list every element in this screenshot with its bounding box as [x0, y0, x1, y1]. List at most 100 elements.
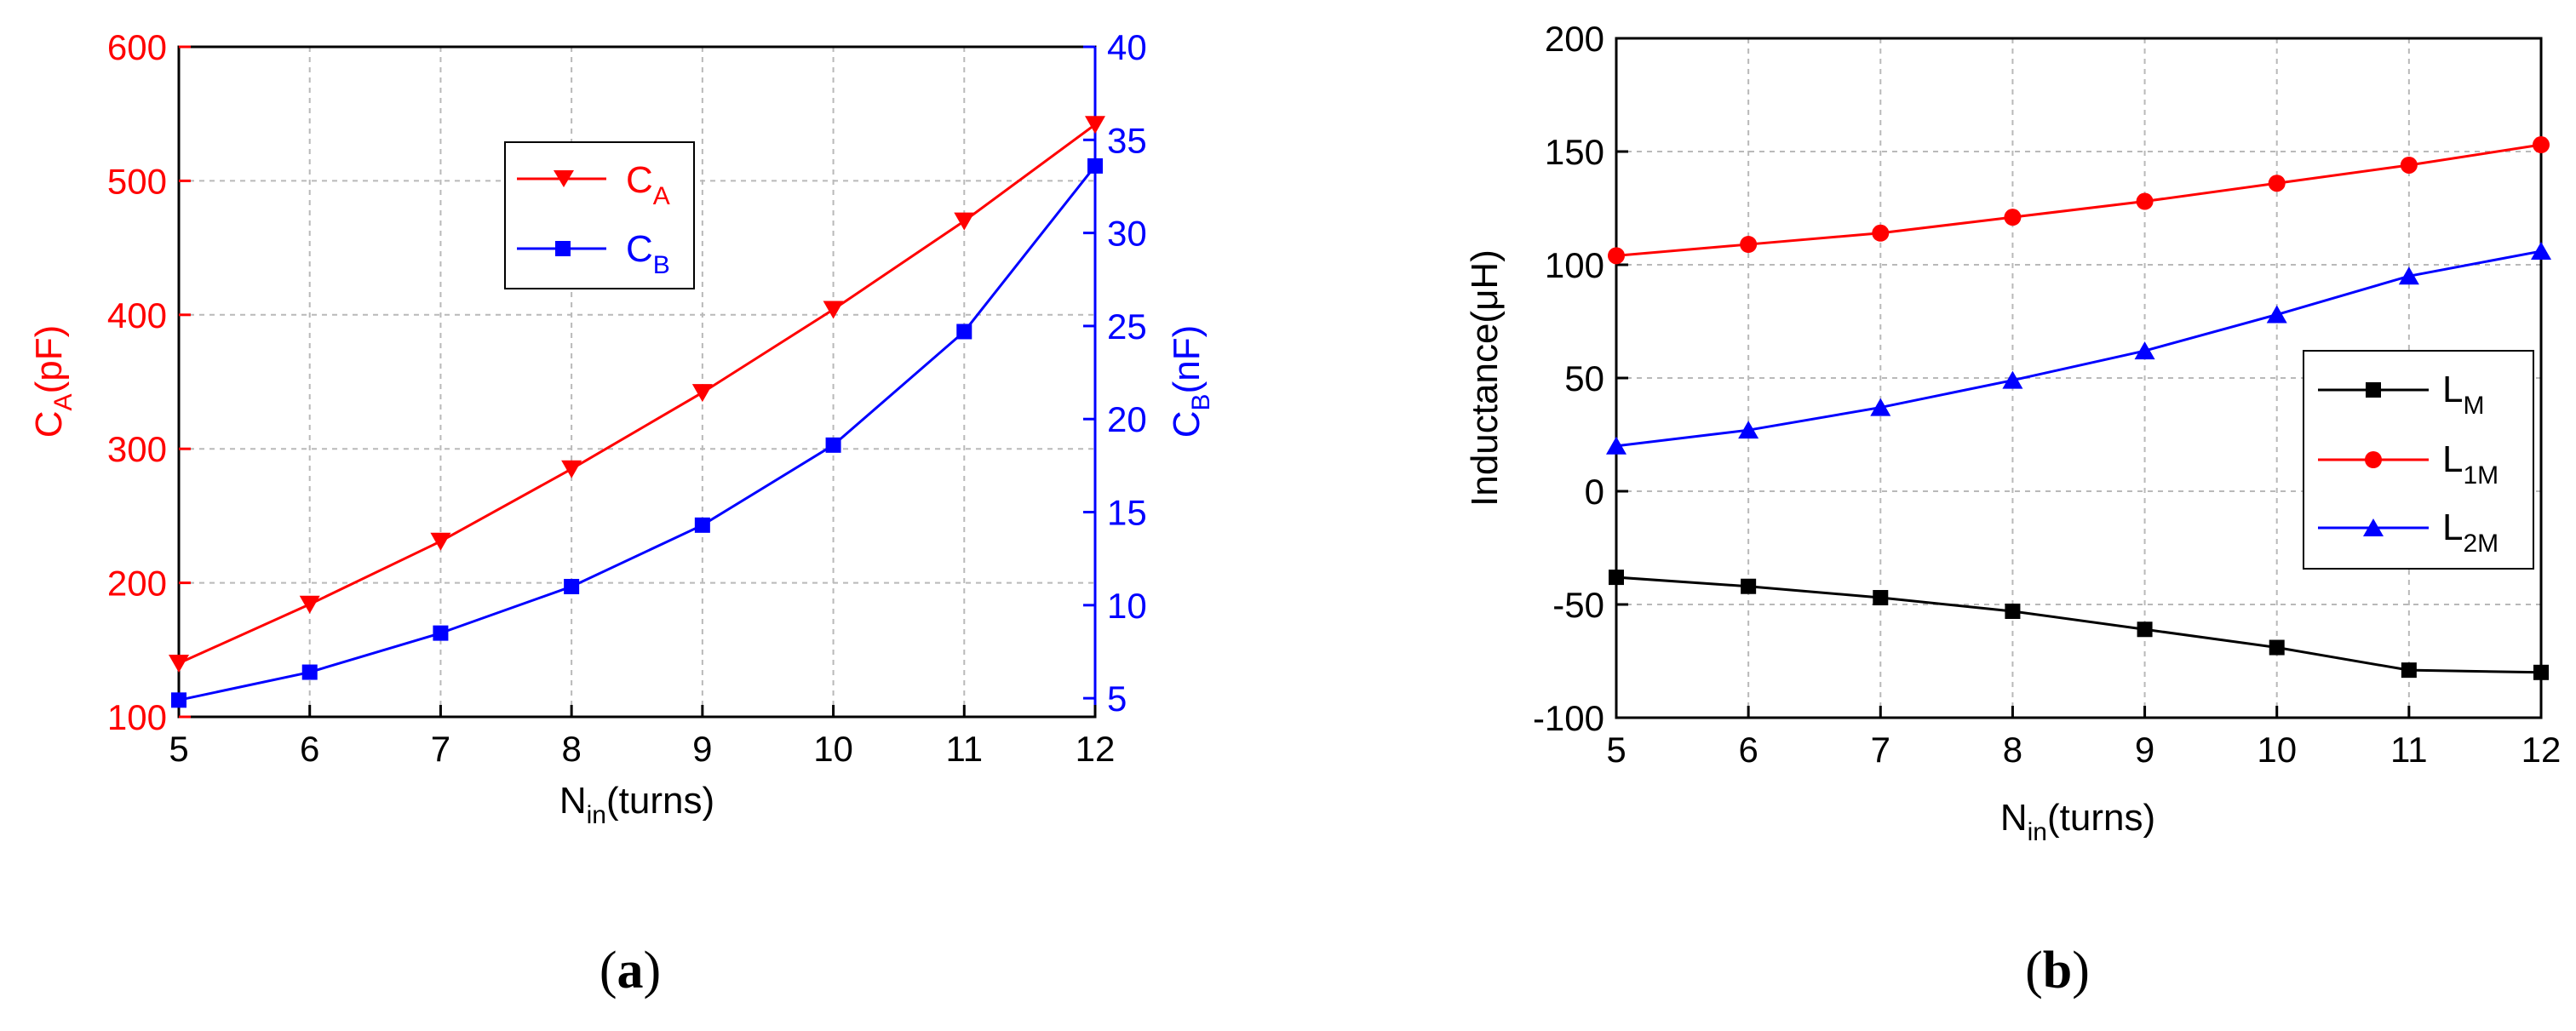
- series-lm-point: [2005, 603, 2021, 619]
- series-l1m-point: [1740, 236, 1758, 254]
- series-l2m-point: [2266, 305, 2287, 324]
- y-right-tick-label: 15: [1107, 493, 1147, 533]
- y-tick-label: 100: [1545, 245, 1604, 285]
- x-tick-label: 6: [300, 729, 319, 769]
- legend-l2m-marker: [2363, 518, 2384, 536]
- y-tick-label: 0: [1585, 472, 1604, 512]
- series-ca-point: [1085, 116, 1105, 135]
- y-tick-label: 200: [107, 564, 167, 604]
- legend-ca-marker: [554, 170, 574, 187]
- series-l1m-point: [1872, 224, 1890, 242]
- series-ca-point: [561, 460, 582, 478]
- series-cb-point: [564, 578, 580, 594]
- series-l2m-point: [1870, 398, 1891, 416]
- y-tick-label: 50: [1564, 358, 1604, 398]
- series-ca-line: [178, 123, 1096, 665]
- legend-l2m-label: L2M: [2442, 507, 2499, 558]
- series-l1m-point: [2136, 192, 2154, 210]
- series-ca-point: [169, 655, 189, 673]
- legend-lm-marker: [2366, 382, 2381, 398]
- legend-lm-label: LM: [2442, 369, 2484, 420]
- y-tick-label: 200: [1545, 19, 1604, 59]
- series-lm-point: [2533, 664, 2549, 680]
- x-tick-label: 10: [2257, 730, 2297, 770]
- series-l2m-point: [1606, 436, 1626, 455]
- x-tick-label: 11: [945, 729, 983, 769]
- series-ca-point: [299, 595, 320, 614]
- y-tick-label: 600: [107, 27, 167, 67]
- series-l1m: [1608, 136, 2550, 265]
- y-right-tick-label: 20: [1107, 399, 1147, 439]
- panel-b-series: [1606, 136, 2551, 680]
- y-tick-label: 100: [107, 697, 167, 737]
- x-tick-label: 12: [2521, 730, 2562, 770]
- y-right-tick-label: 5: [1107, 679, 1127, 719]
- panel-a-left-axis-title: CA(pF): [28, 325, 77, 438]
- series-cb-point: [825, 437, 841, 453]
- series-lm-point: [1609, 570, 1624, 586]
- series-l1m-point: [2004, 209, 2022, 226]
- x-tick-label: 5: [1606, 730, 1626, 770]
- series-l2m: [1606, 242, 2551, 455]
- series-lm-point: [2137, 621, 2153, 638]
- legend-l1m-label: L1M: [2442, 438, 2499, 490]
- y-tick-label: 150: [1545, 132, 1604, 172]
- series-ca-point: [954, 212, 975, 231]
- series-lm-point: [1873, 590, 1889, 606]
- legend-cb-label: CB: [626, 228, 670, 279]
- panel-b-legend: LM L1M L2M: [2303, 350, 2534, 570]
- series-l1m-point: [2268, 175, 2286, 192]
- panel-b: 5 6 7 8 9 10 11 12 -100 -50 0 50 100 150 200 LM L1M L…: [1464, 19, 2561, 999]
- series-l2m-point: [2398, 266, 2419, 285]
- x-tick-label: 10: [813, 729, 853, 769]
- legend-cb-marker: [555, 241, 571, 256]
- series-lm-point: [1741, 578, 1757, 594]
- x-tick-label: 8: [2003, 730, 2022, 770]
- series-cb-point: [1087, 158, 1103, 174]
- series-ca-point: [823, 301, 844, 319]
- x-tick-label: 7: [1871, 730, 1890, 770]
- panel-b-y-axis-title: Inductance(μH): [1464, 249, 1506, 507]
- x-tick-label: 8: [561, 729, 581, 769]
- series-l1m-point: [1608, 247, 1625, 265]
- x-tick-label: 6: [1738, 730, 1758, 770]
- series-lm: [1609, 570, 2549, 680]
- series-ca-point: [430, 532, 451, 551]
- legend-ca-label: CA: [626, 159, 670, 210]
- series-ca-point: [691, 384, 713, 403]
- x-tick-label: 11: [2390, 730, 2428, 770]
- series-cb-point: [433, 625, 449, 641]
- panel-a: 5 6 7 8 9 10 11 12 100 200 300 400 500 600 5 10 15 20 25…: [28, 27, 1215, 999]
- panel-a-legend-box: [504, 141, 695, 289]
- panel-a-caption: (a): [600, 942, 661, 999]
- series-l2m-point: [1738, 421, 1759, 439]
- y-right-tick-label: 35: [1107, 120, 1147, 160]
- series-l1m-line: [1615, 143, 2542, 257]
- x-tick-label: 9: [692, 729, 712, 769]
- series-l1m-point: [2533, 136, 2550, 154]
- legend-l1m-marker: [2365, 451, 2382, 468]
- series-l1m-point: [2400, 156, 2418, 174]
- panel-a-series: [169, 116, 1105, 708]
- panel-a-x-axis-title: Nin(turns): [559, 780, 714, 829]
- series-l2m-point: [2531, 242, 2551, 261]
- series-cb-line: [178, 164, 1097, 702]
- series-l2m-point: [2134, 341, 2155, 360]
- series-cb-point: [694, 517, 710, 533]
- series-l2m-line: [1615, 249, 2542, 448]
- x-tick-label: 12: [1076, 729, 1116, 769]
- panel-a-left-ticks: 100 200 300 400 500 600: [107, 27, 191, 737]
- series-lm-point: [2269, 639, 2285, 656]
- y-tick-label: 500: [107, 161, 167, 201]
- y-tick-label: 400: [107, 295, 167, 335]
- series-cb-point: [171, 692, 186, 708]
- y-right-tick-label: 30: [1107, 214, 1147, 254]
- series-cb-point: [301, 664, 318, 680]
- series-cb: [171, 158, 1103, 708]
- series-cb-point: [956, 324, 972, 340]
- series-lm-point: [2401, 662, 2417, 679]
- panel-a-right-ticks: 5 10 15 20 25 30 35 40: [1083, 27, 1147, 719]
- y-right-tick-label: 25: [1107, 306, 1147, 347]
- panel-b-caption: (b): [2025, 942, 2090, 999]
